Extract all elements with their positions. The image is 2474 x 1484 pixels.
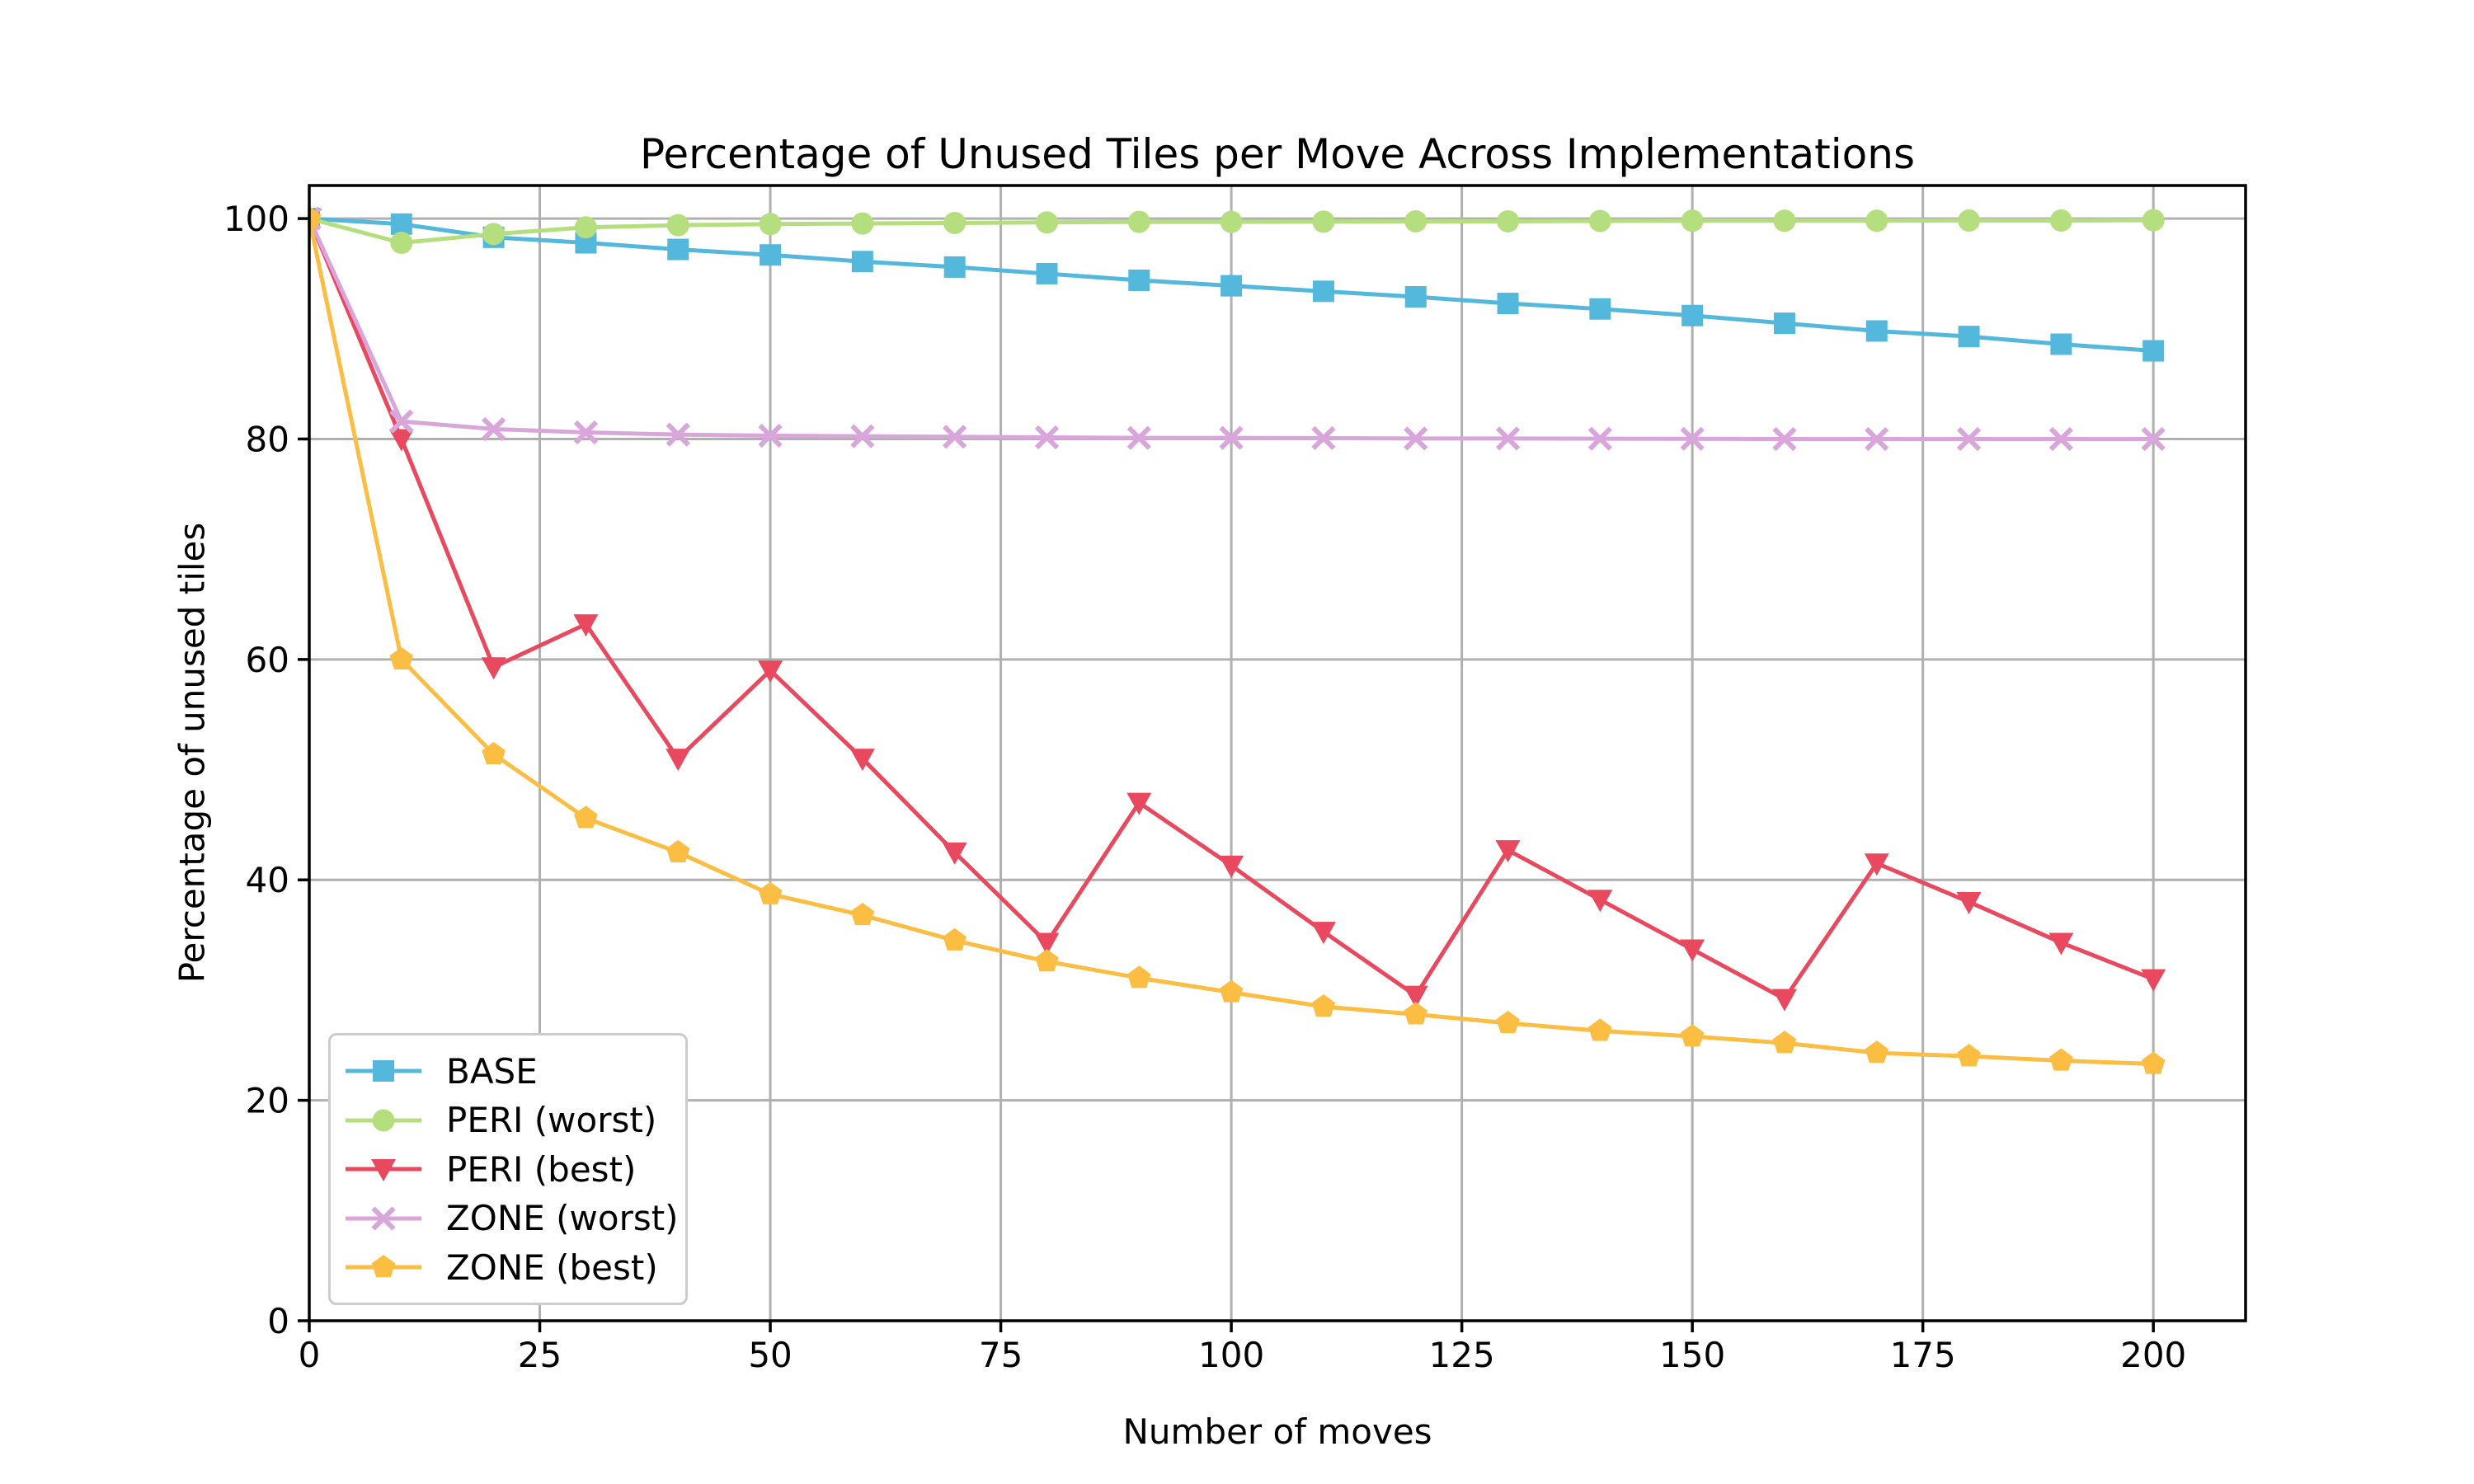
legend-item-zone-worst: ZONE (worst) [342,1195,679,1242]
x-tick-label: 0 [299,1335,321,1375]
x-tick-label: 175 [1890,1335,1956,1375]
series-peri-best [308,209,2166,1012]
legend-label-zone-worst: ZONE (worst) [446,1198,679,1238]
x-tick-label: 25 [518,1335,562,1375]
y-tick-label: 80 [246,419,289,459]
peri-best-line-marker-icon [346,1159,421,1181]
legend-item-zone-best: ZONE (best) [342,1243,670,1291]
x-axis-label: Number of moves [1122,1411,1432,1452]
legend-label-peri-worst: PERI (worst) [446,1100,657,1140]
x-tick-label: 150 [1659,1335,1725,1375]
legend-item-base: BASE [342,1047,670,1095]
legend-label-zone-best: ZONE (best) [446,1247,658,1288]
x-tick-label: 125 [1429,1335,1495,1375]
chart-title: Percentage of Unused Tiles per Move Acro… [639,130,1916,178]
x-tick-label: 75 [979,1335,1023,1375]
peri-worst-line-marker-icon [346,1109,421,1131]
legend-label-base: BASE [446,1050,538,1092]
legend-item-peri-worst: PERI (worst) [342,1097,670,1144]
y-tick-label: 40 [246,860,289,900]
series-peri-worst [308,207,2165,255]
legend-label-peri-best: PERI (best) [446,1148,637,1190]
y-tick-label: 0 [267,1301,289,1341]
zone-worst-line-marker-icon [346,1205,421,1231]
legend-item-peri-best: PERI (best) [342,1145,670,1193]
zone-best-line-marker-icon [346,1255,421,1278]
base-line-marker-icon [346,1060,421,1082]
axes-frame [308,184,2247,1322]
legend: BASE PERI (worst) PERI (best) ZONE (wors… [328,1033,688,1305]
y-axis-label: Percentage of unused tiles [172,522,213,984]
y-tick-label: 60 [246,640,289,680]
series-zone-best [308,206,2166,1074]
x-tick-label: 100 [1198,1335,1264,1375]
y-tick-label: 100 [223,199,289,239]
y-tick-label: 20 [246,1081,289,1121]
x-tick-label: 200 [2120,1335,2186,1375]
x-tick-label: 50 [748,1335,792,1375]
